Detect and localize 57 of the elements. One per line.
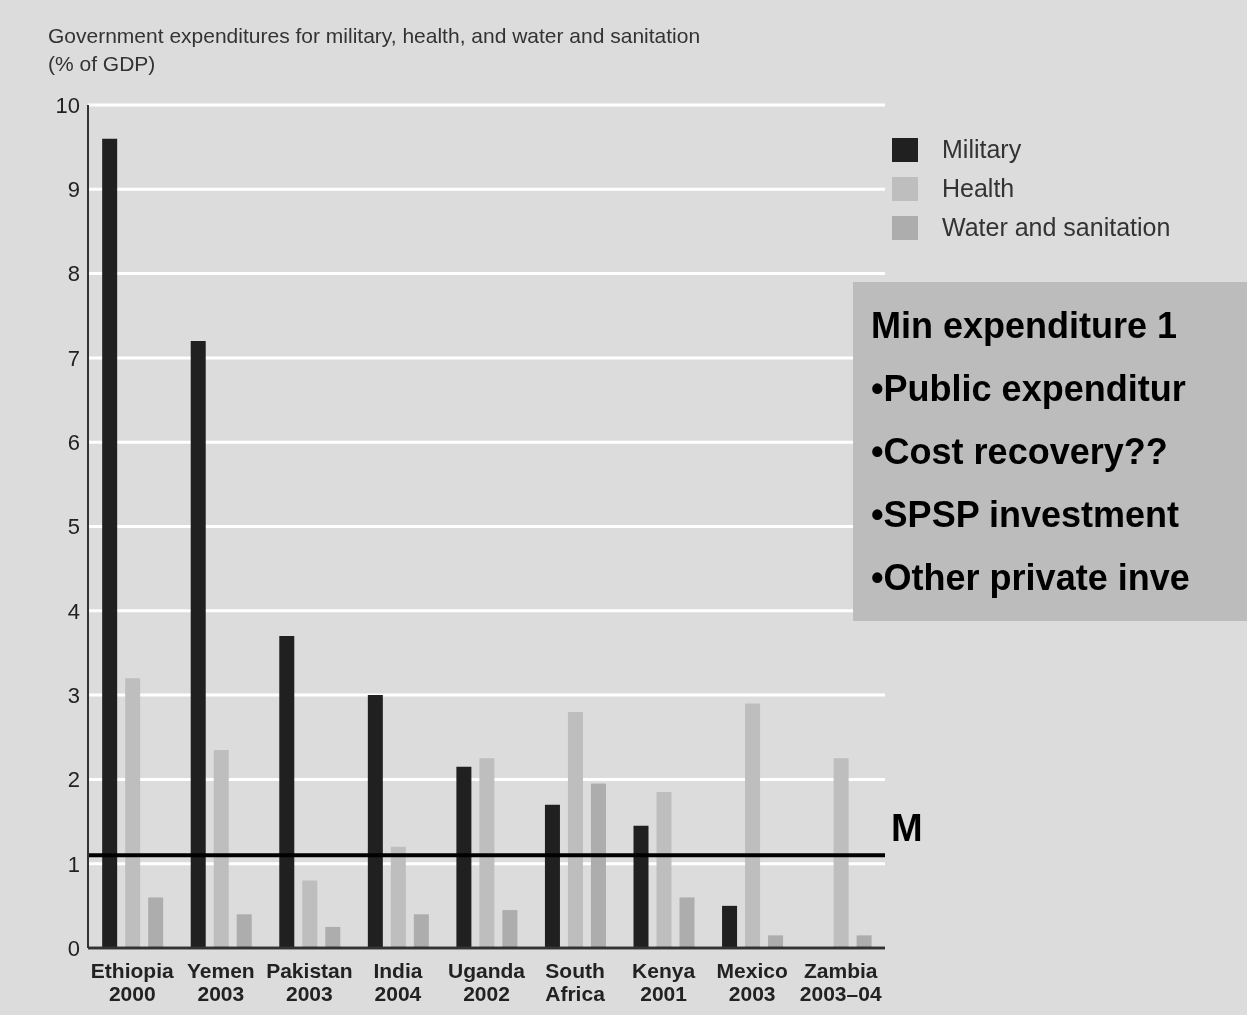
- bar: [367, 695, 383, 948]
- bar: [745, 703, 761, 948]
- bar: [236, 914, 252, 948]
- bar: [102, 138, 118, 948]
- bar: [279, 636, 295, 948]
- y-tick-label: 4: [67, 598, 80, 624]
- bar: [148, 897, 164, 948]
- bar: [679, 897, 695, 948]
- bar: [544, 804, 560, 948]
- y-tick-label: 5: [67, 514, 80, 540]
- bar: [567, 711, 583, 948]
- annotation: •Cost recovery??: [871, 430, 1169, 474]
- y-tick-label: 0: [67, 935, 80, 961]
- bar: [456, 766, 472, 948]
- y-tick-label: 6: [67, 430, 80, 456]
- annotation: •Public expenditur: [871, 367, 1187, 411]
- x-tick-label: Yemen 2003: [186, 959, 255, 1005]
- bar: [390, 846, 406, 948]
- bar: [413, 914, 429, 948]
- x-tick-label: India 2004: [373, 959, 423, 1005]
- bar: [656, 792, 672, 948]
- y-tick-label: 1: [67, 851, 80, 877]
- annotation: •Other private inve: [871, 556, 1191, 600]
- y-tick-label: 7: [67, 345, 80, 371]
- bar: [856, 935, 872, 948]
- x-tick-label: Uganda 2002: [447, 959, 526, 1005]
- x-tick-label: Zambia 2003–04: [799, 959, 882, 1005]
- bar: [722, 905, 738, 948]
- bar: [768, 935, 784, 948]
- x-tick-label: Ethiopia 2000: [90, 959, 175, 1005]
- legend-label: Military: [942, 135, 1022, 164]
- bar: [633, 825, 649, 948]
- bar: [302, 880, 318, 948]
- bar: [502, 910, 518, 948]
- bar: [213, 749, 229, 948]
- annotation: •SPSP investment: [871, 493, 1181, 537]
- bar: [833, 758, 849, 948]
- y-tick-label: 3: [67, 682, 80, 708]
- x-tick-label: South Africa: [545, 959, 606, 1005]
- y-tick-label: 8: [67, 261, 80, 287]
- x-tick-label: Kenya 2001: [632, 959, 696, 1005]
- bar: [325, 926, 341, 948]
- bar: [125, 678, 141, 948]
- chart-subtitle: (% of GDP): [48, 51, 157, 77]
- ref-line-label: M: [891, 807, 923, 850]
- y-tick-label: 2: [67, 767, 80, 793]
- chart-title: Government expenditures for military, health, and water and sanitation: [48, 23, 701, 49]
- bar: [590, 783, 606, 948]
- y-tick-label: 10: [55, 92, 80, 118]
- x-tick-label: Mexico 2003: [716, 959, 788, 1005]
- legend-label: Water and sanitation: [942, 213, 1171, 242]
- bar: [479, 758, 495, 948]
- annotation: Min expenditure 1: [871, 304, 1179, 348]
- x-tick-label: Pakistan 2003: [266, 959, 353, 1005]
- legend-label: Health: [942, 174, 1015, 203]
- bar: [190, 341, 206, 948]
- y-tick-label: 9: [67, 177, 80, 203]
